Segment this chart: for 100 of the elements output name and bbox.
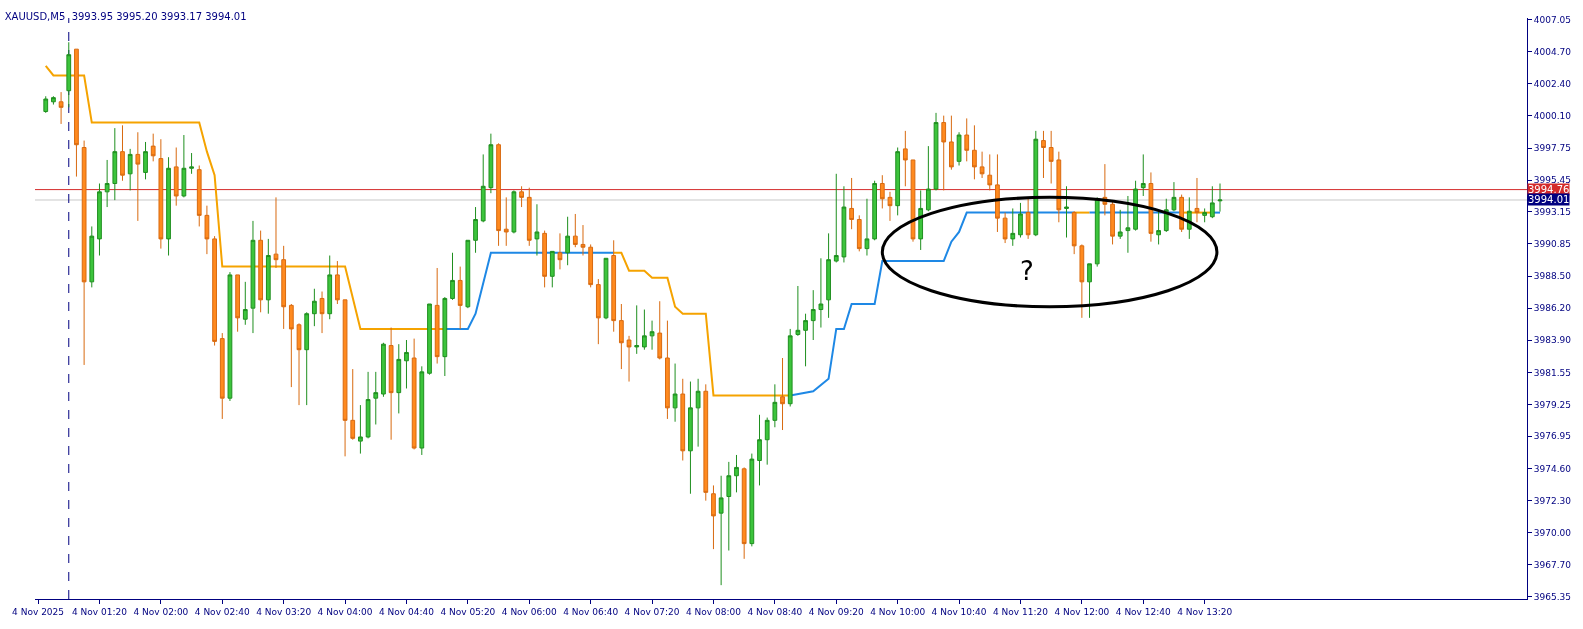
candlestick [795, 285, 801, 337]
candlestick [1079, 243, 1085, 319]
candlestick [1194, 177, 1200, 223]
candlestick [711, 484, 716, 550]
candlestick [757, 414, 762, 486]
x-tick-label: 4 Nov 04:00 [317, 606, 373, 617]
candlestick [511, 189, 517, 234]
candlestick [772, 383, 778, 428]
candlestick [925, 145, 931, 212]
candlestick [949, 115, 954, 171]
candlestick [419, 365, 425, 456]
candlestick [549, 250, 555, 288]
candlestick [818, 257, 824, 329]
y-tick-label: 4007.05 [1533, 14, 1572, 25]
candlestick [358, 404, 363, 455]
candlestick [381, 342, 386, 398]
candlestick [150, 133, 156, 162]
candlestick [1056, 151, 1062, 223]
candlestick [288, 303, 294, 388]
candlestick [1002, 212, 1008, 244]
candlestick [196, 165, 202, 227]
candlestick [864, 198, 870, 257]
candlestick [542, 230, 547, 288]
y-tick-label: 4002.40 [1533, 78, 1572, 89]
candlestick [81, 140, 87, 366]
candlestick [741, 466, 747, 560]
candlestick [1202, 207, 1208, 223]
candlestick [388, 327, 394, 441]
candlestick [688, 381, 693, 495]
candlestick [1171, 181, 1177, 212]
x-tick-label: 4 Nov 08:40 [747, 606, 803, 617]
x-tick-label: 4 Nov 08:00 [685, 606, 742, 617]
candlestick [404, 339, 409, 389]
candlestick [250, 220, 256, 334]
y-tick-label: 3983.90 [1533, 335, 1572, 346]
candlestick [1048, 130, 1054, 185]
candlestick [695, 378, 701, 448]
candlestick [979, 151, 985, 179]
x-tick-label: 4 Nov 03:20 [256, 606, 312, 617]
candlestick [680, 378, 686, 461]
candlestick [1094, 196, 1100, 268]
candlestick [611, 239, 617, 333]
y-tick-label: 3974.60 [1533, 463, 1572, 474]
candlestick [311, 288, 317, 327]
ref-line-label: 3994.76 [1528, 184, 1570, 195]
candlestick [603, 257, 609, 320]
y-tick-label: 3979.25 [1533, 399, 1572, 410]
candlestick [104, 159, 110, 208]
candlestick [841, 185, 847, 263]
candlestick [51, 95, 56, 106]
x-tick-label: 4 Nov 05:20 [440, 606, 496, 617]
candlestick [296, 322, 302, 406]
candlestick [618, 303, 624, 370]
candlestick [665, 320, 670, 420]
candlestick [373, 371, 379, 425]
candlestick [442, 296, 448, 377]
candlestick [173, 147, 179, 207]
candlestick [342, 299, 348, 457]
candlestick [910, 159, 916, 243]
y-tick-label: 3997.75 [1533, 143, 1572, 154]
candlestick [503, 196, 509, 247]
candlestick [787, 328, 793, 407]
y-tick-label: 3995.45 [1533, 175, 1572, 186]
candlestick [1087, 263, 1092, 319]
x-tick-label: 4 Nov 04:40 [378, 606, 435, 617]
y-tick-label: 3965.35 [1533, 592, 1572, 603]
candlestick [1217, 183, 1223, 213]
candlestick [1156, 209, 1161, 245]
x-tick-label: 4 Nov 12:00 [1054, 606, 1110, 617]
candlestick [488, 133, 494, 194]
candlestick [258, 230, 264, 313]
y-tick-label: 3972.30 [1533, 495, 1572, 506]
candlestick [166, 156, 171, 257]
candlestick [66, 41, 72, 108]
candlestick [112, 127, 118, 201]
candlestick [887, 191, 893, 222]
candlestick [219, 332, 225, 420]
candlestick [718, 475, 724, 586]
candlestick [987, 153, 993, 191]
x-tick-label: 4 Nov 12:40 [1115, 606, 1172, 617]
candlestick [956, 131, 962, 166]
candlestick [849, 177, 854, 230]
x-tick-label: 4 Nov 13:20 [1177, 606, 1233, 617]
candlestick [826, 232, 831, 319]
candlestick [941, 115, 947, 191]
x-tick-label: 4 Nov 2025 [12, 606, 65, 617]
x-tick-label: 4 Nov 01:20 [71, 606, 128, 617]
candlestick [97, 183, 102, 257]
annotation: ? [1020, 256, 1034, 286]
candlestick [1010, 207, 1016, 247]
x-tick-label: 4 Nov 06:40 [563, 606, 619, 617]
x-tick-label: 4 Nov 10:40 [931, 606, 987, 617]
candlestick [427, 303, 432, 376]
y-tick-label: 3986.20 [1533, 303, 1572, 314]
y-tick-label: 3990.85 [1533, 238, 1572, 249]
candlestick [626, 335, 632, 383]
candlestick [58, 91, 64, 125]
candlestick [411, 338, 417, 450]
candlestick [964, 117, 970, 162]
candlestick [1140, 153, 1146, 197]
